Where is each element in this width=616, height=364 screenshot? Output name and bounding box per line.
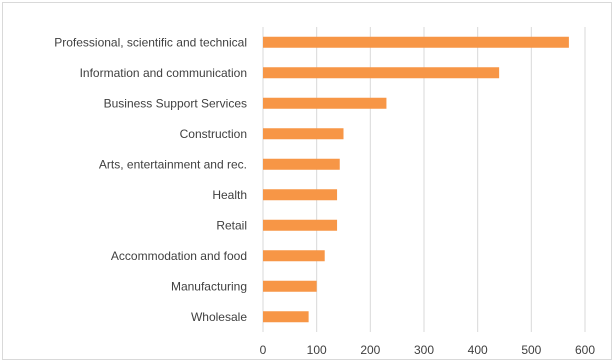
chart-frame xyxy=(2,2,612,360)
x-tick-label: 0 xyxy=(260,343,267,357)
bar xyxy=(263,128,344,140)
category-label: Accommodation and food xyxy=(111,249,247,263)
bars xyxy=(263,36,569,323)
category-label: Manufacturing xyxy=(171,279,247,293)
x-tick-label: 500 xyxy=(521,343,541,357)
bar xyxy=(263,189,338,201)
bar xyxy=(263,250,325,262)
category-label: Retail xyxy=(216,218,247,232)
category-label: Wholesale xyxy=(191,310,247,324)
x-tick-label: 300 xyxy=(414,343,434,357)
category-label: Construction xyxy=(180,127,247,141)
x-tick-label: 600 xyxy=(575,343,595,357)
category-labels: Professional, scientific and technical In… xyxy=(54,35,247,324)
bar xyxy=(263,311,309,323)
category-label: Business Support Services xyxy=(104,96,247,110)
x-tick-label: 200 xyxy=(360,343,380,357)
bar xyxy=(263,97,387,109)
x-tick-label: 100 xyxy=(307,343,327,357)
bar xyxy=(263,158,340,170)
bar xyxy=(263,67,500,79)
category-label: Professional, scientific and technical xyxy=(54,35,247,49)
category-label: Arts, entertainment and rec. xyxy=(99,157,247,171)
bar xyxy=(263,219,338,231)
x-tick-label: 400 xyxy=(468,343,488,357)
category-label: Health xyxy=(212,188,247,202)
bar xyxy=(263,36,569,48)
bar xyxy=(263,280,317,292)
x-axis-tick-labels: 0 100 200 300 400 500 600 xyxy=(260,343,596,357)
category-label: Information and communication xyxy=(80,66,247,80)
